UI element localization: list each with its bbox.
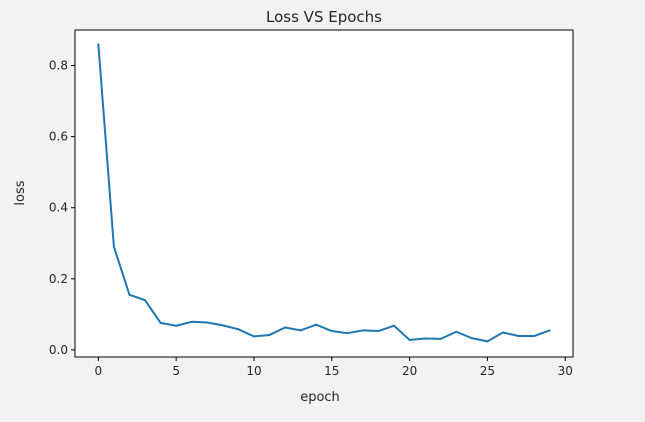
data-point [424, 337, 427, 340]
data-point [268, 333, 271, 336]
x-axis: 0 5 10 15 20 25 30 [95, 357, 573, 378]
data-point [252, 335, 255, 338]
chart-title: Loss VS Epochs [266, 8, 382, 26]
y-tick-label: 0.8 [49, 59, 68, 73]
data-point [190, 320, 193, 323]
data-point [159, 321, 162, 324]
data-point [206, 321, 209, 324]
x-tick-label: 25 [480, 364, 495, 378]
x-tick-label: 5 [172, 364, 180, 378]
data-point [408, 338, 411, 341]
data-point [393, 324, 396, 327]
y-tick-label: 0.4 [49, 201, 68, 215]
data-point [548, 329, 551, 332]
x-tick-label: 30 [558, 364, 573, 378]
data-point [97, 43, 100, 46]
data-point [439, 337, 442, 340]
plot-frame [74, 29, 574, 358]
x-tick-label: 0 [95, 364, 103, 378]
data-point [470, 337, 473, 340]
data-point [517, 335, 520, 338]
y-axis-label: loss [13, 180, 28, 205]
data-point [144, 299, 147, 302]
data-point [361, 329, 364, 332]
series-layer [97, 43, 551, 343]
y-tick-label: 0.0 [49, 343, 68, 357]
loss-line [97, 44, 551, 343]
plot-area [75, 30, 573, 357]
data-point [175, 324, 178, 327]
x-tick-label: 15 [324, 364, 339, 378]
data-point [501, 331, 504, 334]
y-tick-label: 0.6 [49, 130, 68, 144]
data-point [455, 330, 458, 333]
data-point [128, 293, 131, 296]
x-tick-label: 20 [402, 364, 417, 378]
data-point [486, 340, 489, 343]
data-point [112, 245, 115, 248]
data-point [299, 329, 302, 332]
x-axis-label: epoch [300, 390, 340, 405]
x-tick-label: 10 [246, 364, 261, 378]
y-tick-label: 0.2 [49, 272, 68, 286]
data-point [221, 324, 224, 327]
data-point [346, 332, 349, 335]
data-point [237, 328, 240, 331]
data-point [315, 323, 318, 326]
y-axis: 0.0 0.2 0.4 0.6 0.8 [49, 59, 75, 357]
data-point [330, 330, 333, 333]
data-point [377, 330, 380, 333]
data-point [284, 326, 287, 329]
data-point [533, 335, 536, 338]
